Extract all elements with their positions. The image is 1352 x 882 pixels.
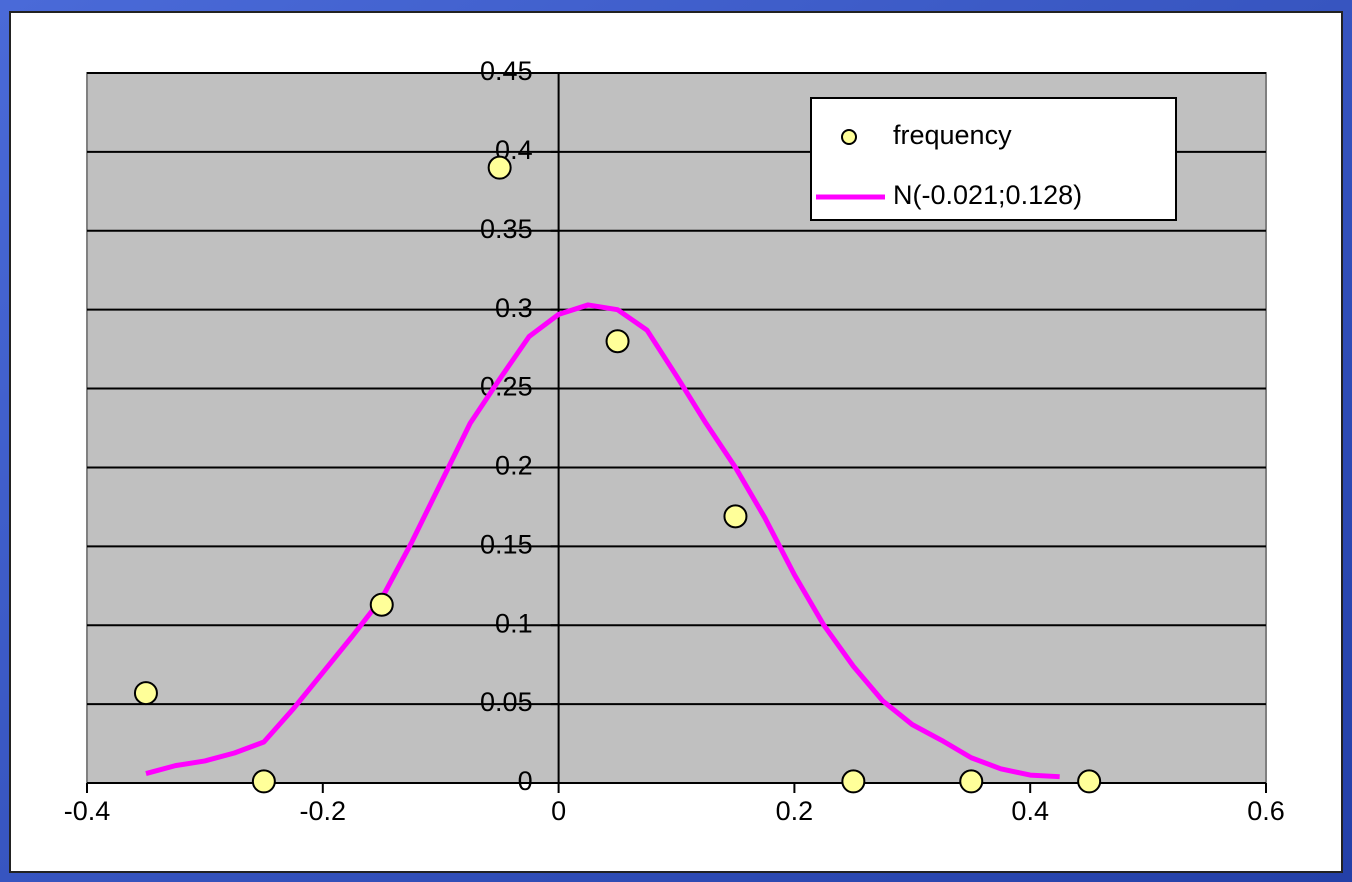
y-tick-label: 0.1 [495, 608, 533, 638]
y-tick-label: 0 [518, 766, 533, 796]
y-tick-label: 0.35 [480, 214, 533, 244]
legend-label: N(-0.021;0.128) [893, 180, 1082, 210]
scatter-point [841, 769, 866, 794]
scatter-point [1077, 769, 1102, 794]
line-series [145, 302, 1060, 780]
y-tick-label: 0.2 [495, 451, 533, 481]
x-tick-label: 0.6 [1247, 796, 1285, 826]
x-tick-label: 0 [551, 796, 566, 826]
legend-label: frequency [893, 120, 1012, 150]
scatter-point [959, 769, 984, 794]
y-tick-label: 0.45 [480, 56, 533, 86]
x-tick-label: 0.2 [776, 796, 814, 826]
legend-box [810, 97, 1177, 221]
scatter-point [605, 329, 630, 354]
y-tick-label: 0.3 [495, 293, 533, 323]
x-tick-label: -0.4 [64, 796, 111, 826]
scatter-point [251, 769, 276, 794]
y-tick-label: 0.15 [480, 529, 533, 559]
y-tick-label: 0.05 [480, 687, 533, 717]
scatter-point [723, 504, 748, 529]
scatter-point [487, 155, 512, 180]
x-tick-label: 0.4 [1011, 796, 1049, 826]
legend-swatch [841, 129, 857, 145]
x-tick-label: -0.2 [300, 796, 347, 826]
scatter-point [133, 681, 158, 706]
scatter-point [369, 592, 394, 617]
plot-layer: 00.050.10.150.20.250.30.350.40.45-0.4 -0.… [64, 56, 1285, 826]
